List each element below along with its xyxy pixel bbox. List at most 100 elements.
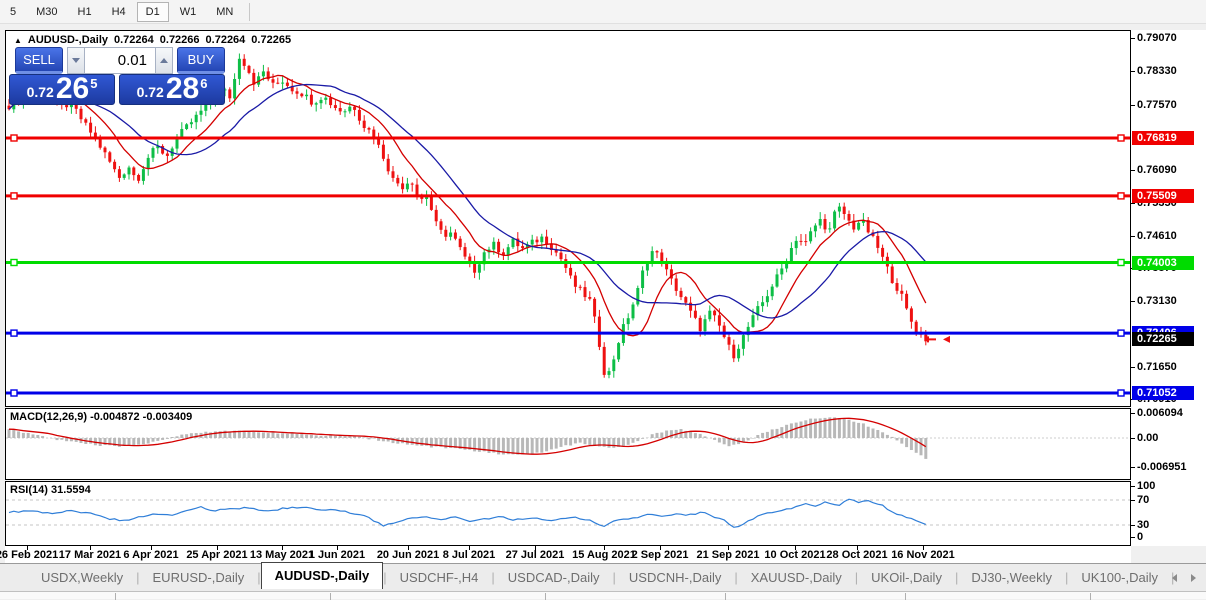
rsi-tick-mark: [1131, 500, 1135, 501]
buy-button[interactable]: BUY: [177, 47, 225, 74]
date-tick-label: 26 Feb 2021: [0, 549, 59, 561]
sell-price-display[interactable]: 0.72 26 5: [9, 74, 115, 105]
macd-tick-label: -0.006951: [1137, 460, 1187, 473]
buy-price-display[interactable]: 0.72 28 6: [119, 74, 225, 105]
price-level-badge: 0.76819: [1132, 131, 1194, 145]
price-tick-mark: [1131, 104, 1135, 106]
macd-tick-label: 0.00: [1137, 432, 1159, 444]
symbol-tab-bar: USDX,Weekly | EURUSD-,Daily | AUDUSD-,Daily |…: [0, 562, 1206, 591]
price-tick-mark: [1131, 38, 1135, 40]
date-tick-label: 1 Jun 2021: [308, 549, 366, 561]
tab-separator: |: [854, 570, 859, 585]
price-axis: 0.79070 0.78330 0.77570 0.76090 0.75350 0.746…: [1131, 30, 1206, 546]
sell-button[interactable]: SELL: [15, 47, 63, 74]
timeframe-button-mn[interactable]: MN: [216, 5, 234, 18]
tab-usdcnh-daily[interactable]: USDCNH-,Daily: [628, 570, 722, 585]
timeframe-button-5[interactable]: 5: [10, 5, 17, 18]
price-tick-label: 0.78330: [1137, 65, 1177, 78]
date-tick-mark: [857, 546, 858, 550]
tab-scroll-right-icon[interactable]: [1191, 574, 1196, 582]
date-tick-mark: [469, 546, 470, 550]
rsi-tick-mark: [1131, 537, 1135, 538]
tab-separator: |: [954, 570, 959, 585]
rsi-tick-label: 30: [1137, 519, 1150, 531]
quote-low: 0.72264: [205, 34, 246, 46]
tab-separator: |: [734, 570, 738, 585]
tab-eurusd-daily[interactable]: EURUSD-,Daily: [152, 570, 245, 585]
price-level-badge: 0.71052: [1132, 386, 1194, 401]
tab-usdcad-daily[interactable]: USDCAD-,Daily: [507, 570, 600, 585]
toolbar-separator: [249, 2, 251, 21]
lot-size-field[interactable]: 0.01: [85, 47, 155, 74]
rsi-tick-mark: [1131, 486, 1135, 487]
price-tick-label: 0.74610: [1137, 229, 1177, 242]
tab-scroll-left-icon[interactable]: [1172, 574, 1177, 582]
macd-tick-mark: [1131, 438, 1135, 439]
chart-title: ▲ AUDUSD-,Daily 0.72264 0.72266 0.72264 …: [14, 34, 291, 46]
date-tick-mark: [728, 546, 729, 550]
rsi-tick-label: 0: [1137, 531, 1144, 543]
date-tick-label: 16 Nov 2021: [891, 549, 955, 561]
status-divider: [1090, 593, 1091, 600]
tab-uk100-daily[interactable]: UK100-,Daily: [1081, 570, 1159, 585]
price-tick-label: 0.76090: [1137, 164, 1177, 177]
main-chart-canvas[interactable]: [6, 31, 1130, 406]
rsi-indicator-panel[interactable]: RSI(14) 31.5594: [5, 481, 1131, 546]
rsi-label: RSI(14) 31.5594: [10, 484, 91, 496]
collapse-indicator-icon[interactable]: ▲: [14, 35, 22, 45]
tab-audusd-daily[interactable]: AUDUSD-,Daily: [260, 562, 384, 589]
tab-xauusd-daily[interactable]: XAUUSD-,Daily: [750, 570, 842, 585]
tab-ukoil-daily[interactable]: UKOil-,Daily: [871, 570, 942, 585]
status-bar: [0, 591, 1206, 600]
price-tick-mark: [1131, 170, 1135, 172]
date-tick-mark: [408, 546, 409, 550]
macd-canvas[interactable]: [6, 409, 1130, 479]
sell-price-pip: 5: [90, 76, 98, 91]
price-level-badge: 0.72265: [1132, 332, 1194, 347]
quote-open: 0.72264: [114, 34, 154, 46]
date-tick-mark: [604, 546, 605, 550]
sell-price-main: 26: [55, 72, 90, 105]
date-tick-label: 13 May 2021: [249, 549, 315, 561]
timeframe-button-d1[interactable]: D1: [136, 1, 169, 22]
timeframe-button-m30[interactable]: M30: [36, 5, 58, 18]
quote-close: 0.72265: [251, 34, 292, 46]
tab-dj30-weekly[interactable]: DJ30-,Weekly: [971, 570, 1053, 585]
date-tick-label: 8 Jul 2021: [442, 549, 496, 561]
lot-increase-button[interactable]: [155, 47, 173, 74]
tab-usdx-weekly[interactable]: USDX,Weekly: [41, 570, 124, 585]
status-divider: [330, 593, 331, 600]
quote-high: 0.72266: [159, 34, 200, 46]
rsi-tick-label: 100: [1137, 480, 1156, 492]
tab-separator: |: [612, 570, 616, 585]
sell-price-prefix: 0.72: [26, 84, 54, 100]
date-axis: 26 Feb 2021 17 Mar 2021 6 Apr 2021 25 Apr 2…: [0, 546, 1131, 563]
date-tick-label: 21 Sep 2021: [696, 549, 760, 561]
tab-usdchf-h4[interactable]: USDCHF-,H4: [399, 570, 479, 585]
one-click-trading-panel: SELL 0.01 BUY 0.72 26 5 0.72 28 6: [9, 47, 225, 105]
price-level-badge: 0.75509: [1132, 188, 1194, 203]
status-divider: [545, 593, 546, 600]
macd-tick-mark: [1131, 466, 1135, 468]
tab-separator: |: [257, 570, 261, 585]
timeframe-button-w1[interactable]: W1: [179, 5, 197, 18]
macd-label: MACD(12,26,9) -0.004872 -0.003409: [10, 411, 193, 423]
date-tick-mark: [282, 546, 283, 550]
timeframe-button-h4[interactable]: H4: [111, 5, 126, 18]
date-tick-label: 28 Oct 2021: [826, 549, 888, 561]
date-tick-mark: [27, 546, 28, 550]
price-tick-mark: [1131, 71, 1135, 73]
price-tick-label: 0.73130: [1137, 295, 1177, 308]
price-tick-mark: [1131, 366, 1135, 368]
rsi-canvas[interactable]: [6, 482, 1130, 545]
buy-price-pip: 6: [200, 76, 208, 91]
lot-decrease-button[interactable]: [67, 47, 85, 74]
price-level-badge: 0.74003: [1132, 255, 1194, 270]
chart-symbol-label: AUDUSD-,Daily: [27, 34, 108, 46]
date-tick-mark: [795, 546, 796, 550]
timeframe-button-h1[interactable]: H1: [77, 5, 92, 18]
date-tick-label: 25 Apr 2021: [186, 549, 248, 561]
macd-indicator-panel[interactable]: MACD(12,26,9) -0.004872 -0.003409: [5, 408, 1131, 480]
tab-separator: |: [491, 570, 495, 585]
rsi-tick-mark: [1131, 525, 1135, 526]
